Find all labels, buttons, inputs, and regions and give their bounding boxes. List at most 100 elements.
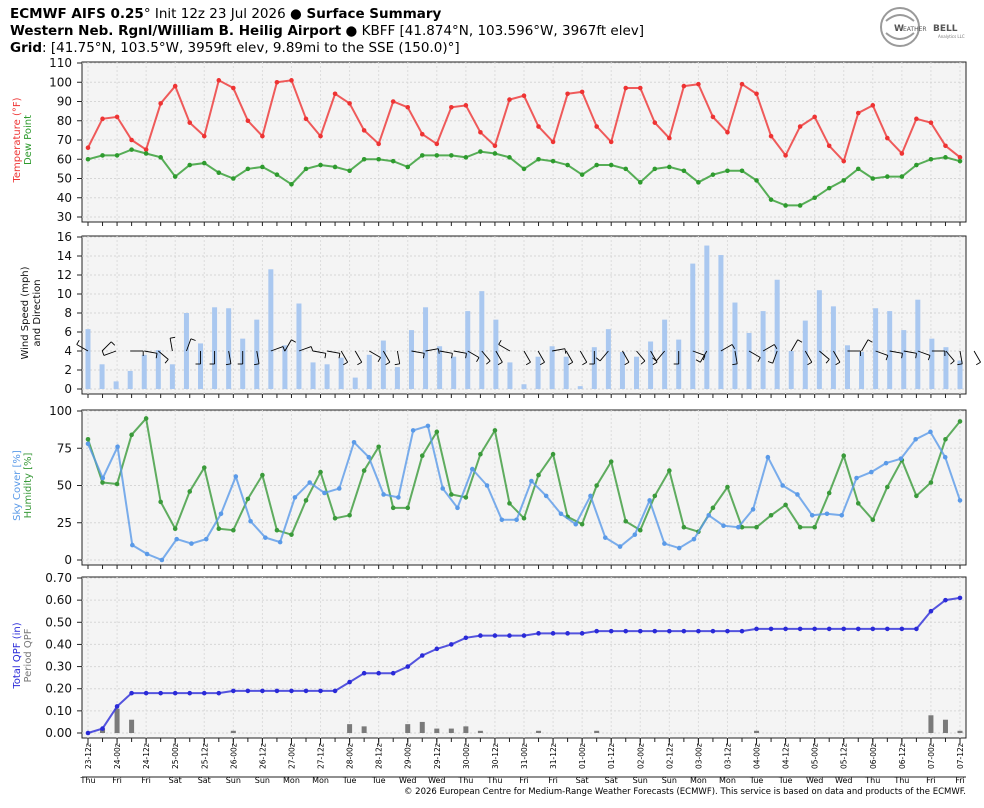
wind-barb-flag	[582, 361, 587, 366]
wind-speed-bar	[915, 299, 921, 389]
dew-point-point	[739, 168, 745, 174]
wind-speed-bar	[493, 319, 499, 389]
total-qpf-point	[187, 690, 193, 696]
wind-barb	[579, 350, 588, 363]
wind-barb	[959, 350, 963, 364]
sky-cover-point	[189, 541, 194, 546]
footer-credit: © 2026 European Centre for Medium-Range …	[403, 787, 966, 797]
wind-speed-bar	[788, 351, 794, 389]
humidity-point	[405, 505, 411, 511]
total-qpf-point	[928, 608, 934, 614]
wind-barb-flag	[825, 359, 830, 364]
humidity-point	[550, 451, 556, 457]
wind-speed-bar	[113, 381, 119, 389]
sky-cover-point	[573, 521, 579, 527]
wind-barb-flag	[702, 355, 706, 361]
y-axis-label-b: Period QPF	[23, 628, 34, 682]
wind-speed-bar	[423, 307, 429, 389]
wind-barb-flag	[525, 361, 531, 366]
wind-speed-bar	[451, 356, 457, 389]
temperature-point	[245, 118, 251, 124]
dew-point-point	[100, 153, 105, 158]
humidity-point	[347, 513, 352, 518]
wind-barb-flag	[110, 341, 116, 346]
temperature-point	[100, 116, 105, 122]
period-qpf-bar	[942, 719, 948, 733]
temperature-point	[231, 85, 236, 91]
y-tick-label: 0.70	[45, 571, 72, 585]
humidity-point	[885, 484, 890, 490]
wind-barb-flag	[291, 339, 296, 343]
temperature-point	[158, 101, 163, 106]
dew-point-point	[158, 155, 163, 160]
wind-speed-bar	[394, 367, 400, 389]
wind-barb-flag	[282, 346, 286, 352]
wind-barb-flag	[927, 355, 931, 361]
wind-barb-flag	[254, 363, 260, 366]
wind-barb-flag	[901, 353, 903, 359]
dew-point-point	[274, 172, 280, 177]
humidity-point	[725, 484, 730, 490]
wind-barb	[101, 341, 112, 352]
dew-point-point	[608, 162, 614, 168]
total-qpf-point	[710, 628, 716, 634]
humidity-point	[143, 416, 149, 421]
temperature-point	[725, 130, 730, 135]
product-title: Surface Summary	[301, 6, 442, 22]
total-qpf-point	[85, 730, 91, 736]
wind-barb	[636, 350, 646, 362]
sky-cover-point	[425, 423, 431, 429]
total-qpf-point	[783, 626, 788, 632]
sky-cover-point	[351, 439, 357, 445]
wind-barb-flag	[757, 357, 761, 363]
x-tick-label: 01-12z	[607, 743, 616, 769]
wind-barb	[748, 350, 761, 358]
dew-point-point	[914, 162, 919, 168]
sky-cover-point	[336, 486, 342, 491]
x-day-label: Sun	[633, 776, 648, 785]
wind-speed-bar	[648, 341, 654, 389]
total-qpf-point	[318, 688, 323, 694]
wind-barb	[622, 350, 630, 363]
x-tick-label: 06-00z	[869, 743, 878, 769]
humidity-point	[289, 532, 294, 537]
y-axis-label-b: Humidity [%]	[23, 452, 34, 518]
wind-barb-flag	[640, 360, 646, 365]
period-qpf-bar	[347, 724, 353, 733]
total-qpf-point	[492, 633, 498, 638]
wind-barb-flag	[652, 361, 658, 366]
y-tick-label: 4	[64, 344, 72, 358]
wind-barb-flag	[476, 357, 480, 363]
wind-speed-bar	[563, 356, 569, 389]
y-tick-label: 0.10	[45, 704, 72, 718]
wind-barb-flag	[540, 361, 545, 366]
dew-point-point	[231, 176, 236, 181]
total-qpf-point	[332, 688, 338, 694]
temperature-point	[565, 91, 570, 97]
y-tick-label: 50	[57, 479, 72, 493]
sky-cover-line	[87, 424, 961, 562]
temperature-point	[318, 133, 323, 139]
temperature-point	[478, 130, 483, 135]
sky-cover-point	[647, 498, 652, 503]
dew-point-point	[579, 172, 585, 177]
dew-point-point	[521, 166, 527, 172]
wind-barb-flag	[767, 361, 773, 364]
sky-cover-point	[602, 535, 608, 540]
wind-speed-bar	[338, 357, 344, 389]
humidity-point	[812, 524, 817, 530]
total-qpf-point	[652, 628, 658, 634]
total-qpf-point	[216, 690, 222, 696]
y-axis-label-b: Dew Point	[23, 115, 34, 165]
wind-speed-bar	[802, 320, 808, 389]
y-axis-label-a: Sky Cover [%]	[12, 450, 23, 521]
x-tick-label: 05-12z	[840, 743, 849, 769]
y-tick-label: 14	[57, 249, 72, 263]
wind-barb	[699, 350, 708, 363]
sky-cover-point	[499, 517, 505, 523]
dew-point-point	[172, 174, 178, 179]
dew-point-point	[826, 185, 832, 191]
sky-cover-point	[750, 507, 756, 512]
wind-barb	[875, 350, 888, 356]
